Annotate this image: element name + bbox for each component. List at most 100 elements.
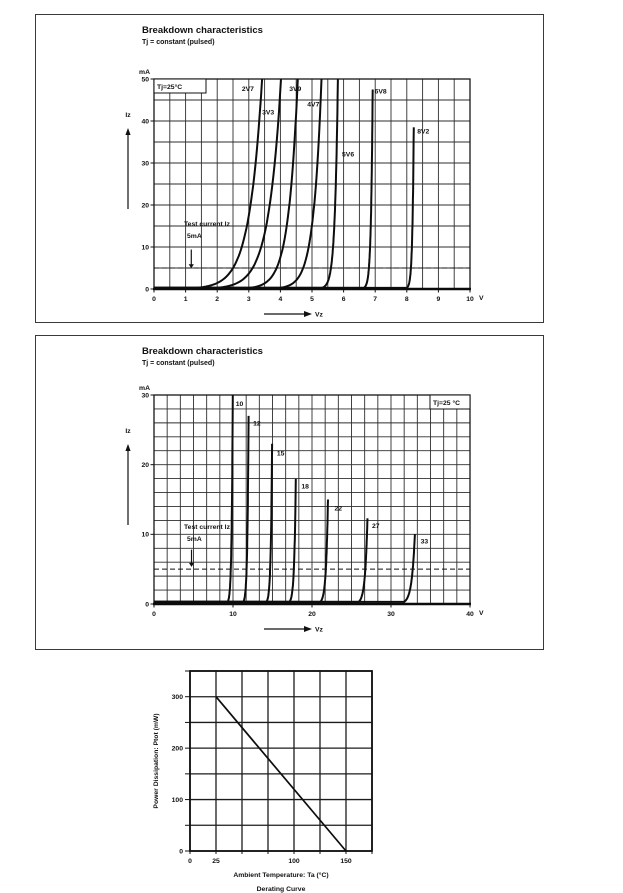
x-tick-label: 5 xyxy=(310,296,314,303)
plot-border xyxy=(189,670,373,852)
x-tick-label: 20 xyxy=(308,611,316,618)
y-axis-label-iz: Iz xyxy=(125,428,131,435)
x-tick-label: 2 xyxy=(215,296,219,303)
curve-label-4V7: 4V7 xyxy=(307,101,319,108)
curve-label-3V9: 3V9 xyxy=(289,86,301,93)
breakdown-section-low-voltage: Breakdown characteristics Tj = constant … xyxy=(35,14,544,323)
x-tick-label: 10 xyxy=(466,296,474,303)
curve-8V2 xyxy=(154,127,415,289)
curve-12 xyxy=(154,415,250,603)
y-tick-label: 0 xyxy=(145,286,149,293)
curve-label-15: 15 xyxy=(277,451,285,458)
y-unit-label: mA xyxy=(139,385,150,392)
x-tick-label: 3 xyxy=(247,296,251,303)
curve-3V9 xyxy=(154,78,299,289)
chart-title: Breakdown characteristics xyxy=(142,25,263,36)
temperature-condition-label: Tj=25°C xyxy=(157,83,182,91)
x-tick-label: 0 xyxy=(152,611,156,618)
x-tick-label: 0 xyxy=(152,296,156,303)
y-tick-label: 10 xyxy=(141,532,149,539)
curve-6V8 xyxy=(154,89,374,289)
y-tick-label: 20 xyxy=(141,462,149,469)
y-tick-label: 0 xyxy=(145,601,149,608)
x-tick-label: 1 xyxy=(184,296,188,303)
derating-line xyxy=(215,696,347,852)
y-tick-label: 10 xyxy=(141,244,149,251)
test-current-annotation: 5mA xyxy=(187,536,202,543)
curve-27 xyxy=(154,518,369,603)
x-tick-label: 0 xyxy=(188,858,192,865)
x-tick-label: 8 xyxy=(405,296,409,303)
chart-subtitle: Tj = constant (pulsed) xyxy=(142,39,215,46)
y-axis-label-iz: Iz xyxy=(125,112,131,119)
temperature-condition-label: Tj=25 °C xyxy=(433,399,460,407)
x-tick-label: 100 xyxy=(288,858,300,865)
curve-33 xyxy=(154,534,416,603)
x-axis-title: Ambient Temperature: Ta (°C) xyxy=(233,871,328,879)
curve-label-5V6: 5V6 xyxy=(342,152,354,159)
test-current-annotation: 5mA xyxy=(187,233,202,240)
curve-label-10: 10 xyxy=(236,401,244,408)
y-tick-label: 100 xyxy=(172,797,184,804)
y-tick-label: 0 xyxy=(179,848,183,855)
x-tick-label: 4 xyxy=(279,296,283,303)
curve-label-2V7: 2V7 xyxy=(242,86,254,93)
curve-label-6V8: 6V8 xyxy=(375,89,387,96)
plot-area: 0 100 200 300 0 25 100 150 Power Dissipation: Pt… xyxy=(153,670,373,893)
x-unit-label: V xyxy=(479,295,484,302)
curve-label-3V3: 3V3 xyxy=(262,110,274,117)
curve-4V7 xyxy=(154,78,323,289)
temperature-condition-box xyxy=(429,394,471,410)
x-tick-label: 40 xyxy=(466,611,474,618)
curve-3V3 xyxy=(154,78,282,289)
iz-axis-arrowhead xyxy=(125,444,131,451)
curve-label-18: 18 xyxy=(301,483,309,490)
test-current-arrowhead xyxy=(188,562,195,567)
temperature-condition-box xyxy=(153,78,207,94)
curve-label-12: 12 xyxy=(253,421,261,428)
curve-2V7 xyxy=(154,78,264,289)
curve-label-8V2: 8V2 xyxy=(417,129,429,136)
x-tick-label: 30 xyxy=(387,611,395,618)
y-axis-title: Power Dissipation: Ptot (mW) xyxy=(153,713,160,808)
y-tick-label: 300 xyxy=(172,694,184,701)
test-current-annotation: Test current Iz xyxy=(184,524,231,531)
curve-5V6 xyxy=(154,78,339,289)
chart-caption: Derating Curve xyxy=(257,886,306,893)
y-tick-label: 200 xyxy=(172,746,184,753)
x-axis-label-vz: Vz xyxy=(315,312,324,319)
curve-label-33: 33 xyxy=(421,538,429,545)
x-tick-label: 6 xyxy=(342,296,346,303)
chart-title: Breakdown characteristics xyxy=(142,346,263,357)
curve-18 xyxy=(154,478,297,603)
x-unit-label: V xyxy=(479,610,484,617)
x-tick-label: 150 xyxy=(340,858,352,865)
curve-15 xyxy=(154,443,274,603)
curve-22 xyxy=(154,499,329,603)
chart-subtitle: Tj = constant (pulsed) xyxy=(142,360,215,367)
breakdown-section-high-voltage: Breakdown characteristics Tj = constant … xyxy=(35,335,544,650)
y-unit-label: mA xyxy=(139,69,150,76)
y-tick-label: 20 xyxy=(141,202,149,209)
y-tick-label: 50 xyxy=(141,76,149,83)
curve-label-27: 27 xyxy=(372,523,380,530)
y-tick-label: 30 xyxy=(141,160,149,167)
iz-axis-arrowhead xyxy=(125,128,131,135)
x-tick-label: 7 xyxy=(373,296,377,303)
x-tick-label: 9 xyxy=(437,296,441,303)
test-current-annotation: Test current Iz xyxy=(184,221,231,228)
curve-10 xyxy=(154,394,234,603)
derating-chart: 0 100 200 300 0 25 100 150 Power Dissipation: Pt… xyxy=(153,670,373,893)
x-tick-label: 25 xyxy=(212,858,220,865)
y-tick-label: 30 xyxy=(141,392,149,399)
y-tick-label: 40 xyxy=(141,118,149,125)
curve-label-22: 22 xyxy=(335,506,343,513)
derating-section: 0 100 200 300 0 25 100 150 Power Dissipation: Pt… xyxy=(130,656,470,893)
test-current-arrowhead xyxy=(188,264,194,269)
vz-axis-arrowhead xyxy=(304,626,312,632)
x-tick-label: 10 xyxy=(229,611,237,618)
